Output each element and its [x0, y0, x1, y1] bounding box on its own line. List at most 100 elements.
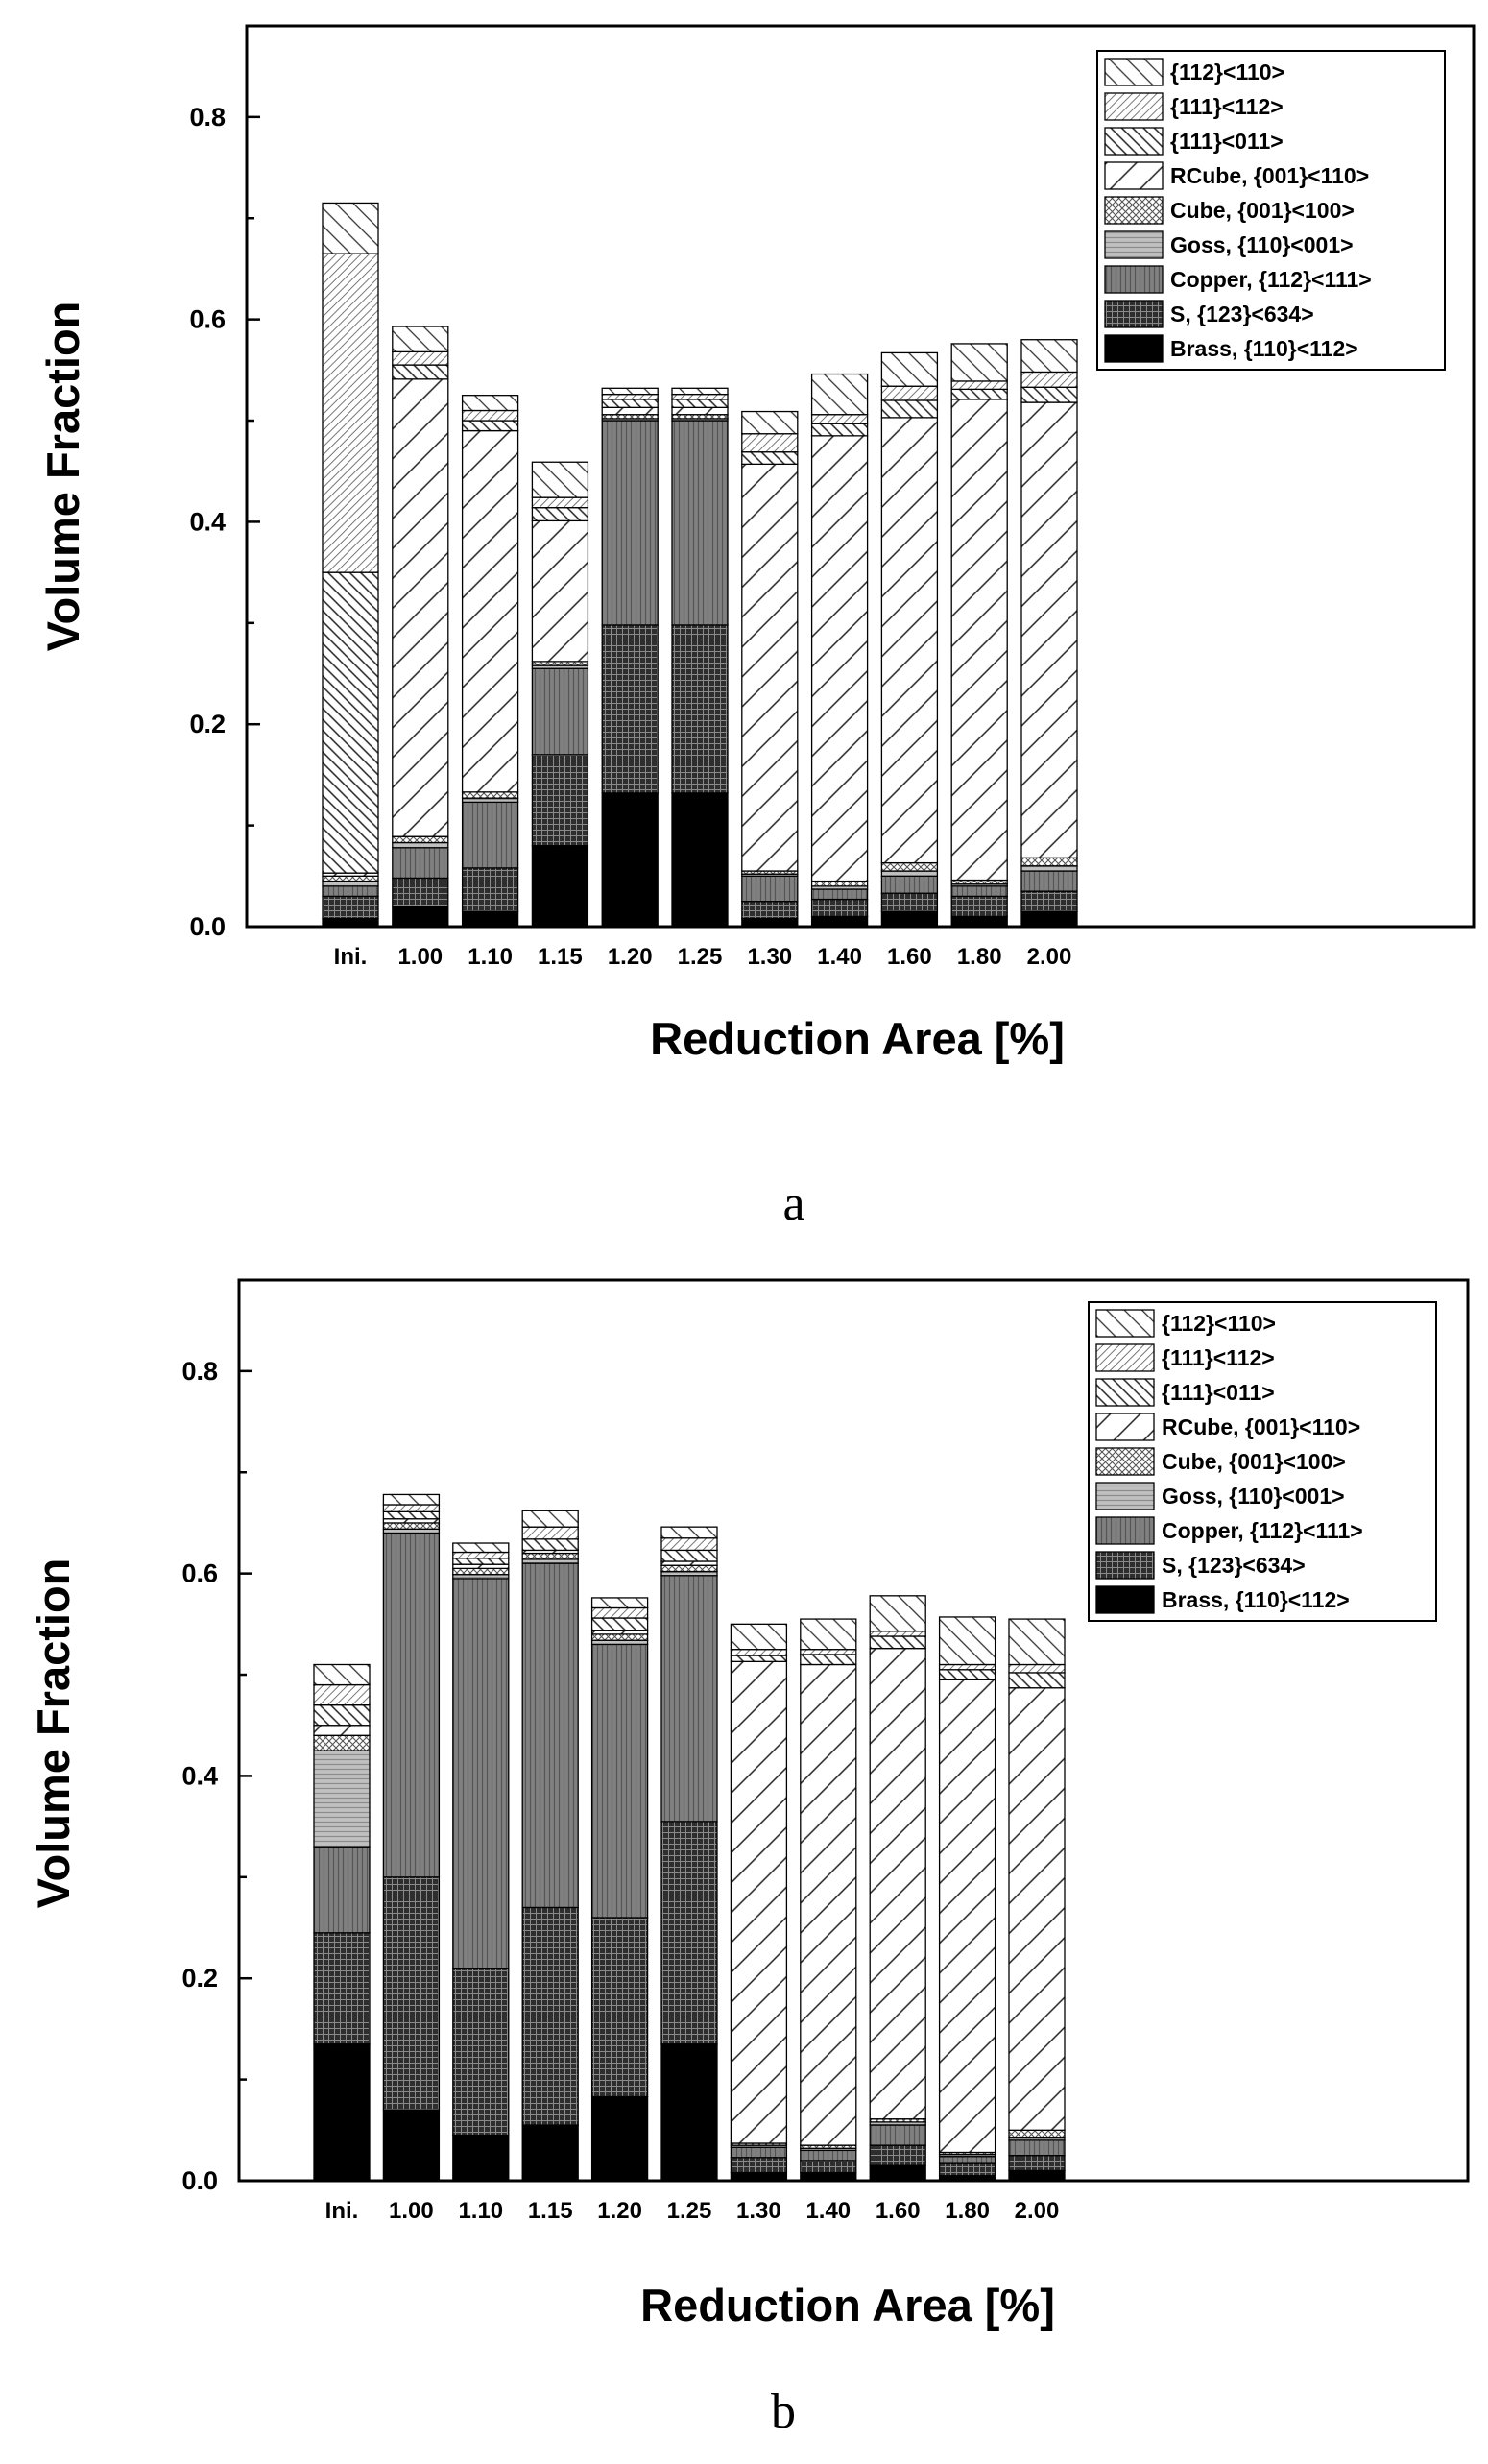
- bar-segment: [382, 2109, 441, 2182]
- chart-panel-b: 0.0 0.2 0.4 0.6 0.8 Ini. 1.00 1.10 1.15 1.20 1.25…: [28, 1278, 1470, 2439]
- bar-segment: [660, 1564, 718, 1573]
- legend-label: Copper, {112}<111>: [1170, 267, 1372, 292]
- legend-item: {112}<110>: [1095, 1309, 1276, 1338]
- x-tick-label: Ini.: [325, 2198, 359, 2224]
- bar-segment: [521, 1906, 579, 2126]
- legend-item: Goss, {110}<001>: [1095, 1482, 1345, 1510]
- bar-segment: [938, 2175, 996, 2182]
- bar-segment: [452, 1542, 510, 1554]
- legend-item: Brass, {110}<112>: [1095, 1585, 1350, 1614]
- bar-segment: [452, 1968, 510, 2137]
- bar-segment: [531, 754, 589, 847]
- bar-segment: [382, 1522, 441, 1530]
- bar-segment: [810, 373, 869, 416]
- bar-segment: [938, 1669, 996, 1680]
- legend: {112}<110> {111}<112> {111}<011> RCube, {00…: [1096, 50, 1446, 371]
- bar-segment: [869, 1595, 926, 1632]
- bar-segment: [521, 1562, 579, 1909]
- legend-swatch: [1104, 334, 1164, 363]
- bar-segment: [322, 917, 379, 928]
- y-tick-label: 0.0: [189, 912, 226, 941]
- bar-stack-1.30: [741, 410, 799, 928]
- y-axis-label: Volume Fraction: [28, 1558, 79, 1909]
- bar-segment: [313, 1734, 371, 1751]
- bar-segment: [880, 861, 939, 872]
- legend-swatch: [1104, 92, 1164, 121]
- bar-segment: [880, 385, 939, 401]
- bar-stack-1.15: [531, 461, 589, 928]
- legend-label: Goss, {110}<001>: [1170, 232, 1354, 257]
- bar-segment: [660, 2043, 718, 2182]
- legend-item: {111}<112>: [1095, 1343, 1275, 1372]
- bar-stack-1.80: [950, 343, 1008, 928]
- bar-segment: [741, 451, 799, 466]
- x-tick-label: 1.40: [805, 2198, 851, 2224]
- bar-segment: [590, 1917, 649, 2098]
- y-tick-label: 0.2: [181, 1964, 218, 1993]
- bar-segment: [869, 1647, 926, 2120]
- bar-segment: [601, 420, 659, 626]
- legend-swatch: [1104, 300, 1164, 328]
- legend-label: {111}<112>: [1170, 94, 1284, 119]
- legend-swatch: [1104, 230, 1164, 259]
- bar-segment: [601, 792, 659, 928]
- bar-segment: [869, 2164, 926, 2182]
- bar-segment: [800, 2171, 857, 2182]
- legend-label: {112}<110>: [1170, 60, 1284, 85]
- bar-segment: [461, 395, 519, 412]
- bar-segment: [880, 870, 939, 877]
- bar-segment: [601, 399, 659, 408]
- bar-segment: [313, 1683, 371, 1706]
- x-tick-label: 1.15: [528, 2198, 573, 2224]
- x-tick-label: 1.10: [468, 944, 513, 970]
- bar-segment: [1008, 1687, 1066, 2131]
- bar-segment: [730, 1655, 788, 1662]
- bar-segment: [461, 420, 519, 432]
- x-tick-label: 1.80: [945, 2198, 990, 2224]
- bar-segment: [741, 917, 799, 928]
- legend-swatch: [1095, 1585, 1155, 1614]
- bar-segment: [810, 435, 869, 882]
- legend-swatch: [1104, 161, 1164, 190]
- legend-item: {111}<011>: [1104, 127, 1284, 156]
- bar-segment: [880, 875, 939, 894]
- chart-panel-a: 0.0 0.2 0.4 0.6 0.8 Ini. 1.00 1.10 1.15 1.20 1.25…: [37, 24, 1476, 1231]
- legend-label: RCube, {001}<110>: [1162, 1414, 1360, 1439]
- bar-segment: [531, 461, 589, 498]
- y-tick-label: 0.4: [181, 1761, 218, 1790]
- bar-segment: [392, 877, 449, 907]
- bar-segment: [1008, 2155, 1066, 2172]
- legend-label: {111}<011>: [1170, 129, 1284, 154]
- bar-segment: [1008, 1618, 1066, 1666]
- bar-segment: [322, 880, 379, 887]
- bar-segment: [313, 1932, 371, 2045]
- bar-segment: [322, 202, 379, 254]
- y-axis-label: Volume Fraction: [37, 302, 88, 652]
- bar-segment: [590, 1633, 649, 1641]
- bar-segment: [521, 1552, 579, 1560]
- y-tick-label: 0.2: [189, 710, 226, 738]
- x-tick-label: 1.15: [538, 944, 583, 970]
- bar-segment: [392, 378, 449, 837]
- bar-segment: [869, 1635, 926, 1650]
- x-tick-label: 1.00: [397, 944, 443, 970]
- legend-item: Goss, {110}<001>: [1104, 230, 1354, 259]
- legend-swatch: [1095, 1343, 1155, 1372]
- bar-segment: [392, 841, 449, 849]
- bar-segment: [810, 423, 869, 437]
- bar-segment: [810, 880, 869, 887]
- bar-segment: [461, 409, 519, 422]
- legend-swatch: [1104, 265, 1164, 294]
- bar-segment: [730, 1649, 788, 1656]
- bar-segment: [950, 885, 1008, 898]
- bar-segment: [313, 1663, 371, 1686]
- bar-segment: [880, 892, 939, 912]
- bar-stack-1.25: [660, 1526, 718, 2182]
- bar-segment: [521, 1526, 579, 1540]
- bar-stack-Ini.: [322, 202, 379, 928]
- bar-segment: [601, 387, 659, 396]
- x-tick-label: 1.20: [608, 944, 653, 970]
- bar-segment: [660, 1537, 718, 1552]
- legend-swatch: [1095, 1378, 1155, 1407]
- bar-segment: [322, 875, 379, 882]
